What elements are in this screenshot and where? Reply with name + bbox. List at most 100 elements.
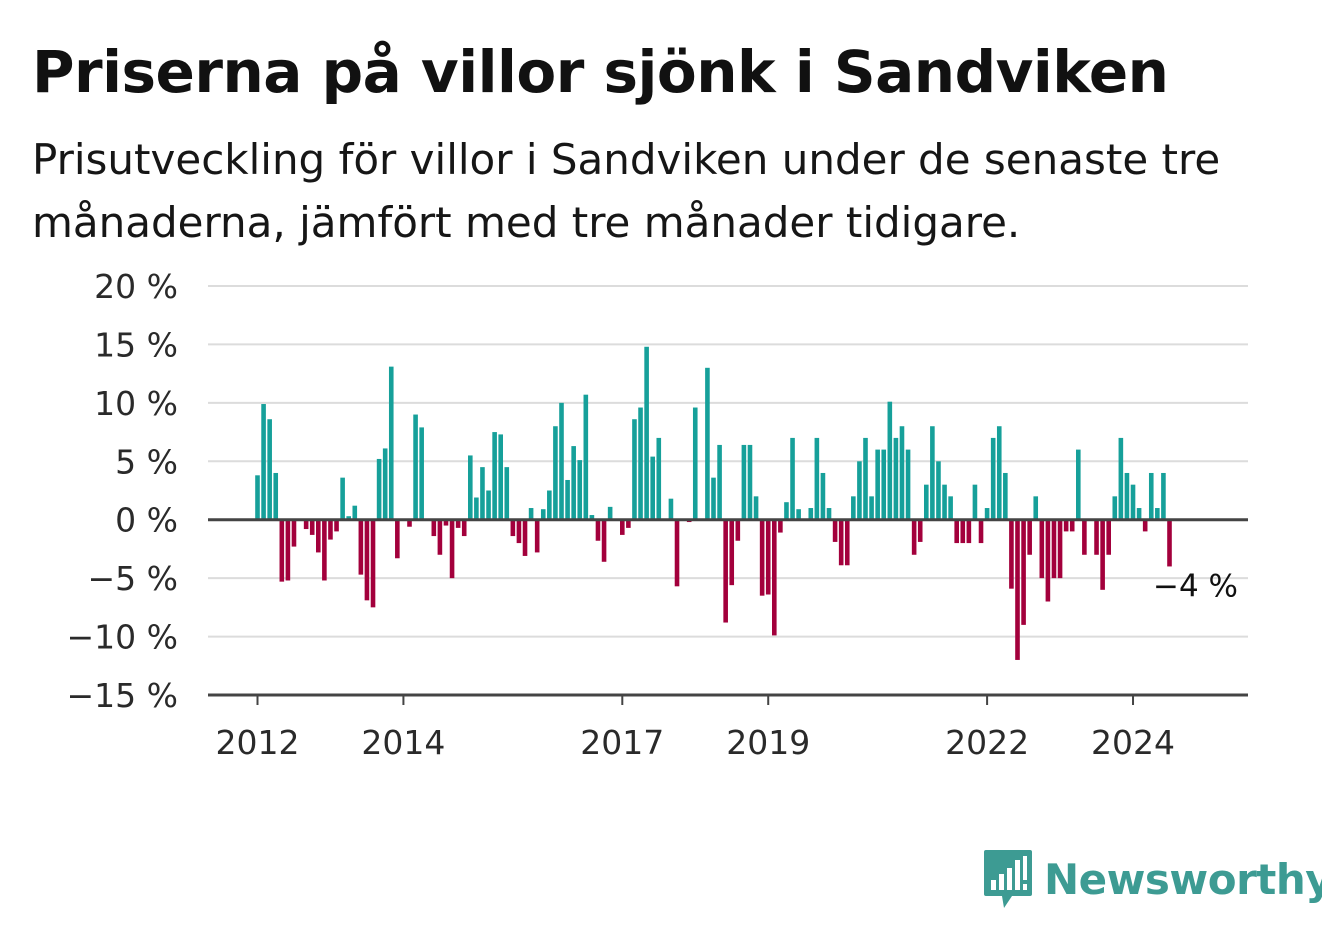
brand: Newsworthy (982, 848, 1322, 910)
bar (601, 519, 607, 562)
bar (1069, 519, 1075, 532)
bar (772, 519, 777, 636)
bar (1057, 519, 1063, 579)
bar (449, 519, 455, 579)
bar (820, 472, 826, 520)
bar (1106, 519, 1111, 555)
bar (565, 479, 570, 520)
bar (759, 519, 765, 596)
bar (954, 519, 959, 544)
y-tick-label: −5 % (88, 559, 179, 598)
bar (528, 508, 534, 520)
bar (522, 519, 528, 556)
bar (322, 519, 327, 581)
y-tick-label: 5 % (115, 442, 178, 481)
bar (692, 407, 698, 520)
bar (492, 432, 497, 520)
bar (778, 519, 783, 533)
bar (334, 519, 339, 532)
bar (1045, 519, 1051, 602)
bar (917, 519, 923, 542)
bar (735, 519, 741, 541)
bar (881, 449, 887, 520)
brand-name: Newsworthy (1044, 854, 1322, 904)
bar (559, 402, 564, 520)
x-tick-label: 2012 (216, 723, 300, 762)
x-tick-label: 2024 (1091, 723, 1175, 762)
bar (644, 346, 649, 520)
bar (328, 519, 333, 540)
bar (924, 484, 929, 520)
bar (960, 519, 966, 544)
bar (1155, 508, 1160, 520)
bar (291, 519, 297, 547)
bar (814, 437, 820, 520)
bar (516, 519, 522, 544)
bar (857, 461, 862, 520)
bar (534, 519, 540, 553)
bar (358, 519, 364, 575)
bar (255, 475, 260, 520)
last-value-label: −4 % (1153, 568, 1238, 604)
y-tick-label: −10 % (67, 618, 179, 657)
bar (711, 477, 716, 520)
bar (352, 505, 358, 520)
bar (1112, 496, 1118, 520)
x-tick-label: 2019 (726, 723, 810, 762)
bar (431, 519, 437, 537)
bar (303, 519, 309, 530)
bar (717, 444, 722, 520)
bar (370, 519, 376, 608)
y-tick-label: 15 % (94, 325, 178, 364)
bar (468, 455, 473, 520)
bar (972, 484, 978, 520)
bar (382, 448, 388, 520)
bar (851, 496, 856, 520)
bar (790, 437, 795, 520)
bar (1136, 508, 1142, 520)
bar (443, 519, 449, 526)
bar (1003, 472, 1008, 520)
bar (784, 502, 789, 520)
bar (583, 394, 589, 520)
bar (267, 419, 272, 520)
bar (620, 519, 625, 535)
bar (309, 519, 315, 535)
bar (869, 496, 874, 520)
bar (455, 519, 461, 528)
bar (808, 508, 814, 520)
bar (674, 519, 680, 587)
bar (966, 519, 972, 544)
bar (978, 519, 984, 544)
bar (1124, 472, 1130, 520)
bar (504, 467, 510, 520)
bar (838, 519, 844, 566)
y-tick-label: −15 % (67, 676, 179, 715)
x-tick-label: 2017 (580, 723, 664, 762)
bar (1039, 519, 1045, 579)
bar (437, 519, 443, 555)
bar (632, 419, 637, 520)
bar (863, 437, 868, 520)
bar (1009, 519, 1014, 589)
bar (911, 519, 917, 555)
bar (461, 519, 467, 537)
bar (553, 426, 558, 520)
axes (208, 518, 1248, 697)
bar (875, 449, 880, 520)
bar (376, 458, 382, 520)
y-tick-label: 20 % (94, 267, 178, 306)
bar (486, 490, 491, 520)
bar (285, 519, 291, 581)
bar (279, 519, 285, 582)
bar (796, 509, 801, 520)
bar (607, 506, 613, 520)
bar (595, 519, 601, 541)
y-axis-labels: 20 % 15 % 10 % 5 % 0 % −5 % −10 % −15 % (67, 267, 179, 715)
chart-subtitle: Prisutveckling för villor i Sandviken un… (32, 135, 1221, 247)
bar (942, 484, 947, 520)
bars (255, 346, 1172, 660)
x-axis-labels: 2012 2014 2017 2019 2022 2024 (216, 695, 1175, 762)
bar (480, 467, 485, 520)
chart-title: Priserna på villor sjönk i Sandviken (32, 38, 1169, 106)
